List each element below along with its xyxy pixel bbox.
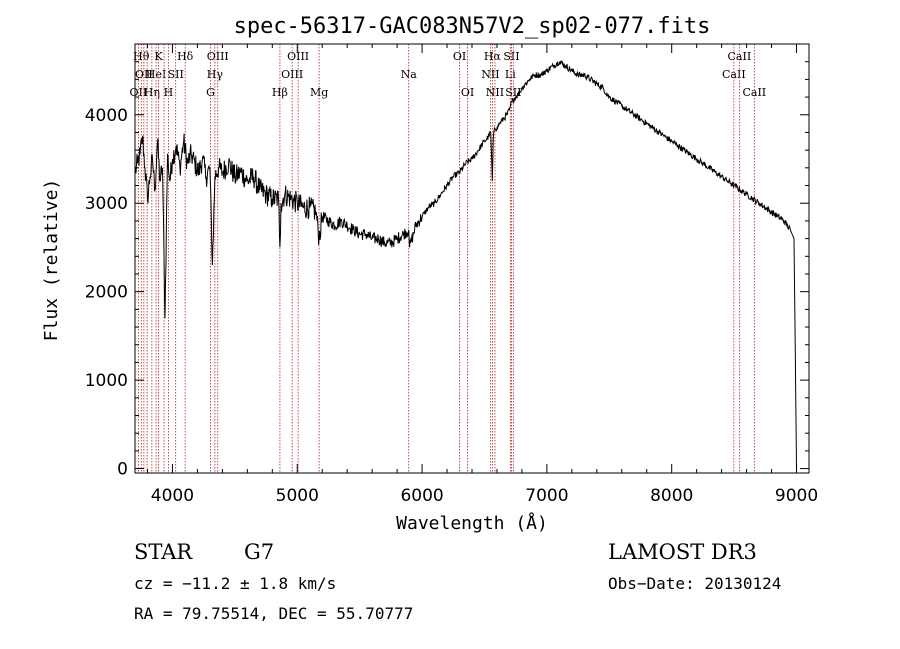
marker-label-23: NII bbox=[486, 86, 504, 99]
redshift-value: cz = −11.2 ± 1.8 km/s bbox=[134, 574, 337, 593]
y-tick-label: 3000 bbox=[85, 194, 128, 214]
marker-label-21: NII bbox=[481, 68, 499, 81]
y-tick-label: 2000 bbox=[85, 283, 128, 303]
spectral-line-markers: OIIHθOIIHηHeIKHSIIHδGHγOIIIHβOIIIOIIIMgN… bbox=[130, 44, 766, 473]
x-tick-label: 7000 bbox=[525, 486, 568, 506]
x-tick-label: 4000 bbox=[151, 486, 194, 506]
marker-label-9: SII bbox=[168, 68, 184, 81]
series-line-0 bbox=[134, 60, 797, 469]
marker-label-17: Mg bbox=[310, 86, 328, 99]
x-tick-label: 9000 bbox=[775, 486, 818, 506]
marker-label-24: Li bbox=[505, 68, 516, 81]
marker-label-2: OII bbox=[135, 68, 153, 81]
y-tick-label: 1000 bbox=[85, 371, 128, 391]
x-axis-label: Wavelength (Å) bbox=[396, 512, 548, 534]
marker-label-27: CaII bbox=[722, 68, 746, 81]
marker-label-14: Hβ bbox=[272, 86, 288, 99]
chart-title: spec-56317-GAC083N57V2_sp02-077.fits bbox=[234, 14, 711, 39]
survey-name: LAMOST DR3 bbox=[608, 540, 757, 564]
object-class: STAR bbox=[134, 540, 193, 564]
marker-label-8: H bbox=[164, 86, 174, 99]
x-tick-label: 8000 bbox=[650, 486, 693, 506]
marker-label-13: OIII bbox=[207, 50, 229, 63]
marker-label-11: G bbox=[206, 86, 215, 99]
marker-label-5: HeI bbox=[146, 68, 166, 81]
x-tick-label: 5000 bbox=[276, 486, 319, 506]
marker-label-15: OIII bbox=[281, 68, 303, 81]
marker-label-25: SII bbox=[503, 50, 519, 63]
marker-label-1: Hθ bbox=[133, 50, 150, 63]
object-subclass: G7 bbox=[244, 540, 275, 564]
marker-label-10: Hδ bbox=[177, 50, 194, 63]
coordinates: RA = 79.75514, DEC = 55.70777 bbox=[134, 604, 414, 623]
series-group bbox=[134, 60, 797, 469]
marker-label-12: Hγ bbox=[207, 68, 224, 81]
marker-label-18: Na bbox=[401, 68, 418, 81]
marker-label-16: OIII bbox=[287, 50, 309, 63]
y-axis-label: Flux (relative) bbox=[41, 179, 62, 342]
marker-label-22: Hα bbox=[484, 50, 502, 63]
marker-label-20: OI bbox=[461, 86, 474, 99]
plot-frame bbox=[134, 43, 810, 474]
marker-label-29: CaII bbox=[742, 86, 766, 99]
marker-label-19: OI bbox=[453, 50, 466, 63]
obs-date: Obs−Date: 20130124 bbox=[608, 574, 782, 593]
y-tick-label: 0 bbox=[117, 460, 128, 480]
marker-label-6: K bbox=[154, 50, 163, 63]
marker-label-28: CaII bbox=[728, 50, 752, 63]
marker-label-4: Hη bbox=[144, 86, 160, 99]
y-axis: 0 1000 2000 3000 4000 bbox=[85, 61, 809, 480]
marker-label-0: OII bbox=[130, 86, 148, 99]
y-tick-label: 4000 bbox=[85, 106, 128, 126]
x-tick-label: 6000 bbox=[400, 486, 443, 506]
x-axis: 4000 5000 6000 7000 8000 9000 bbox=[146, 44, 818, 506]
